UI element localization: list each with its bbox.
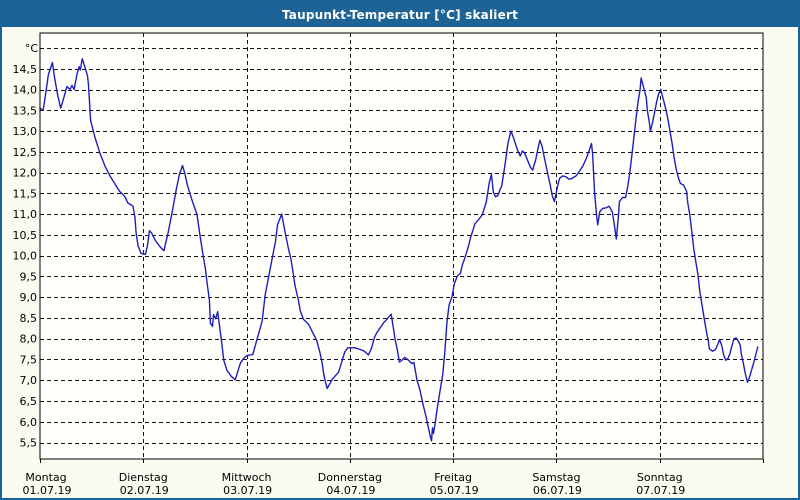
y-axis-unit-label: °C [25,42,39,55]
svg-text:8,5: 8,5 [20,312,38,325]
svg-text:14,5: 14,5 [13,63,38,76]
day-date-label: 05.07.19 [430,484,479,497]
day-name-label: Mittwoch [222,471,272,484]
window-title: Taupunkt-Temperatur [°C] skaliert [281,7,519,22]
svg-text:11,0: 11,0 [13,208,38,221]
svg-text:12,0: 12,0 [13,167,38,180]
day-name-label: Donnerstag [318,471,382,484]
svg-text:12,5: 12,5 [13,146,38,159]
svg-text:7,0: 7,0 [20,374,38,387]
horizontal-gridlines [40,48,763,444]
svg-text:6,5: 6,5 [20,395,38,408]
svg-text:6,0: 6,0 [20,416,38,429]
svg-text:14,0: 14,0 [13,84,38,97]
x-axis-ticks [40,459,764,463]
svg-text:11,5: 11,5 [13,187,38,200]
plot-area [40,33,763,459]
day-name-label: Dienstag [119,471,168,484]
day-name-label: Montag [25,471,66,484]
day-date-label: 07.07.19 [636,484,685,497]
day-date-label: 02.07.19 [120,484,169,497]
svg-text:5,5: 5,5 [20,437,38,450]
day-date-label: 04.07.19 [326,484,375,497]
temperature-line [39,58,759,442]
day-name-label: Samstag [532,471,580,484]
day-date-label: 06.07.19 [533,484,582,497]
title-bar: Taupunkt-Temperatur [°C] skaliert [2,2,798,27]
svg-text:8,0: 8,0 [20,333,38,346]
svg-text:10,0: 10,0 [13,250,38,263]
day-date-label: 01.07.19 [23,484,72,497]
day-date-label: 03.07.19 [223,484,272,497]
day-name-label: Sonntag [637,471,683,484]
svg-text:7,5: 7,5 [20,353,38,366]
vertical-gridlines [143,33,661,459]
svg-text:9,5: 9,5 [20,270,38,283]
svg-text:13,5: 13,5 [13,104,38,117]
y-axis-labels: 5,5 6,0 6,5 7,0 7,5 8,0 8,5 9,0 9,5 10,0 10,5 11,0 1… [13,42,39,450]
day-name-label: Freitag [434,471,472,484]
svg-text:13,0: 13,0 [13,125,38,138]
svg-text:9,0: 9,0 [20,291,38,304]
plot-border [39,32,764,460]
svg-text:10,5: 10,5 [13,229,38,242]
